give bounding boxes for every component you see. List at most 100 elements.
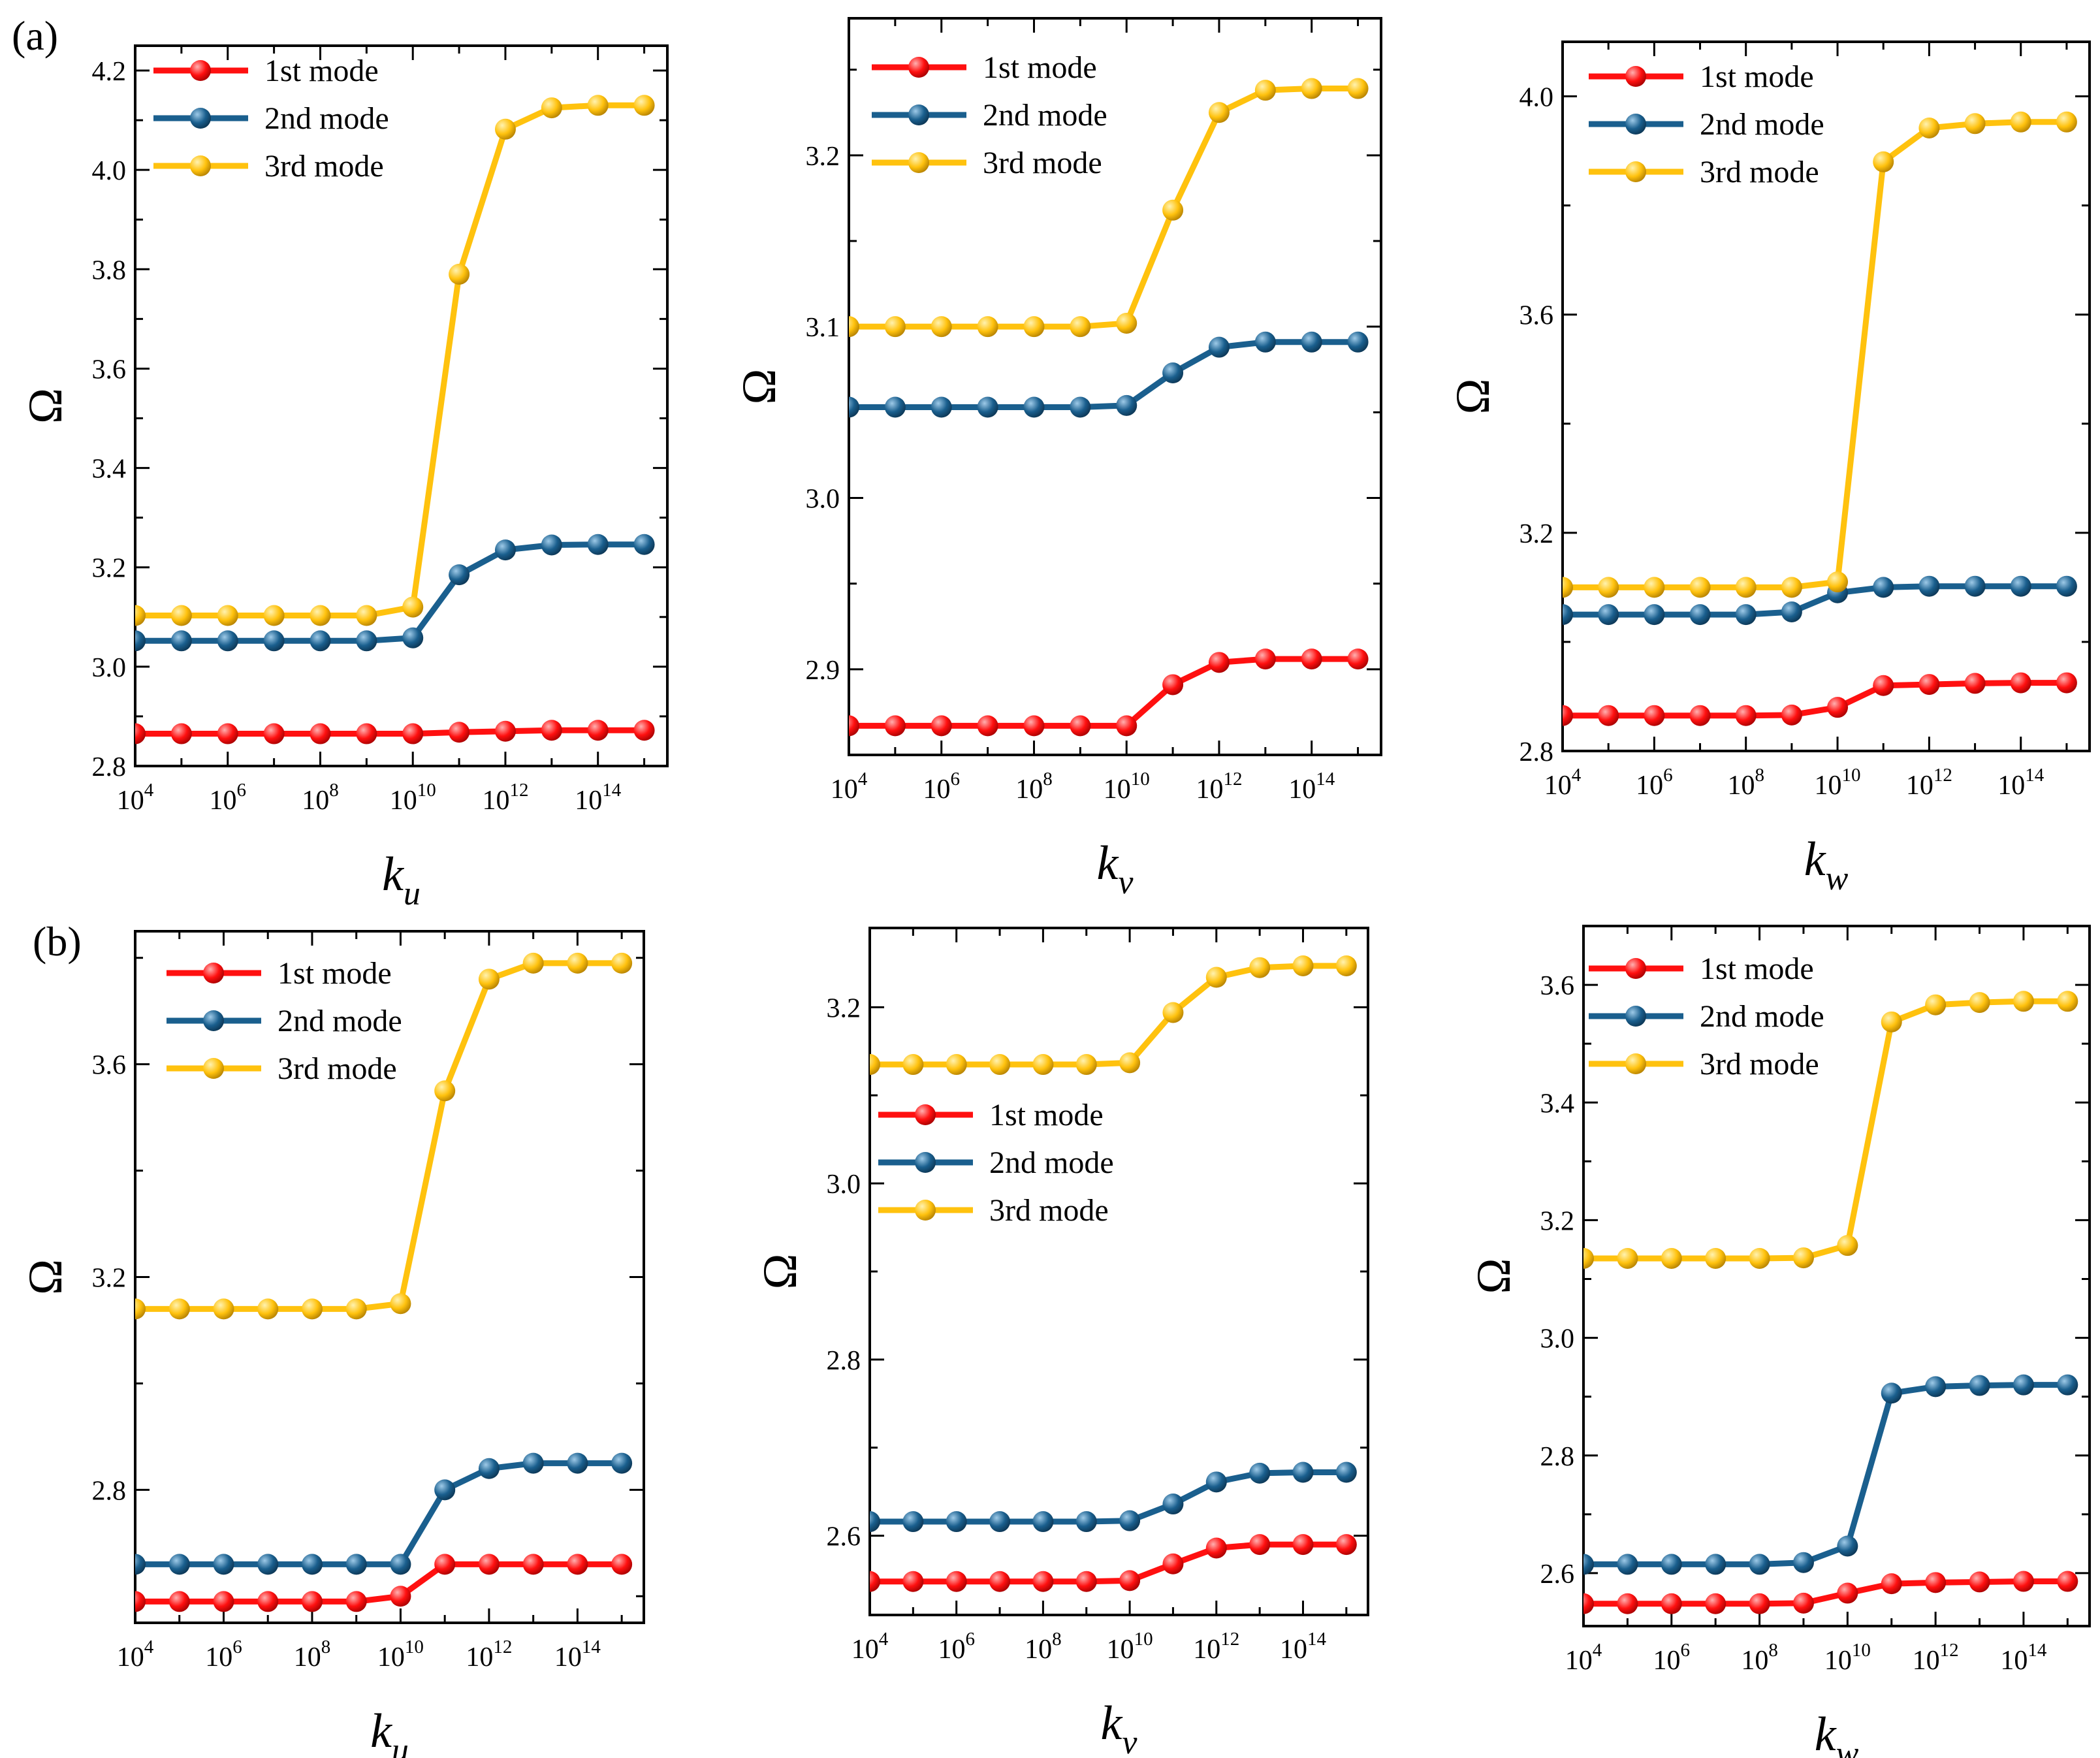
data-point bbox=[402, 627, 424, 648]
data-point bbox=[1292, 1534, 1314, 1556]
data-point bbox=[870, 1571, 880, 1592]
series-line-3rd-mode bbox=[135, 102, 644, 619]
chart-b-kw: 104 106 108 1010 1012 1014 2.6 2.8 3.0 3.2 3.4 3.6 k… bbox=[1467, 925, 2091, 1758]
legend: 1st mode 2nd mode 3rd mode bbox=[878, 1098, 1114, 1228]
data-point bbox=[587, 720, 609, 741]
series-line-1st-mode bbox=[1583, 1578, 2068, 1607]
x-axis-label: kv bbox=[1101, 1697, 1138, 1758]
data-point bbox=[494, 118, 516, 140]
y-tick-label: 3.8 bbox=[92, 255, 127, 285]
data-point bbox=[310, 630, 331, 652]
data-point bbox=[1881, 1382, 1902, 1404]
data-point bbox=[170, 605, 192, 626]
data-point bbox=[931, 715, 952, 737]
x-axis-label: kw bbox=[1804, 833, 1849, 897]
x-tick-label: 1010 bbox=[1104, 769, 1150, 805]
data-point bbox=[1301, 78, 1322, 99]
x-tick-label: 104 bbox=[831, 769, 868, 805]
legend-label: 1st mode bbox=[989, 1098, 1104, 1132]
data-point bbox=[2056, 672, 2077, 694]
y-tick-label: 3.0 bbox=[92, 653, 127, 683]
legend-label: 1st mode bbox=[278, 956, 392, 991]
data-point bbox=[884, 396, 906, 418]
data-point bbox=[541, 720, 562, 741]
y-axis-label: Ω bbox=[1446, 379, 1500, 415]
legend-label: 1st mode bbox=[1700, 951, 1814, 986]
data-point bbox=[1617, 1593, 1638, 1614]
data-point bbox=[1661, 1247, 1682, 1269]
data-point bbox=[849, 715, 859, 737]
data-point bbox=[1598, 577, 1619, 598]
data-point bbox=[1964, 575, 1986, 597]
y-tick-label: 3.0 bbox=[806, 485, 840, 515]
data-point bbox=[1162, 1553, 1184, 1574]
legend-label: 3rd mode bbox=[278, 1051, 397, 1086]
data-point bbox=[522, 952, 544, 974]
data-point bbox=[541, 534, 562, 556]
y-tick-label: 3.2 bbox=[1519, 519, 1554, 549]
legend-label: 3rd mode bbox=[264, 149, 384, 184]
data-point bbox=[217, 630, 238, 652]
x-tick-label: 108 bbox=[294, 1637, 331, 1672]
data-point bbox=[1781, 577, 1802, 598]
data-point bbox=[1335, 955, 1357, 976]
legend-marker bbox=[908, 152, 929, 173]
data-point bbox=[1749, 1593, 1770, 1614]
data-point bbox=[449, 722, 470, 743]
legend-marker bbox=[203, 1058, 224, 1079]
data-point bbox=[884, 316, 906, 338]
data-point bbox=[263, 723, 285, 744]
data-point bbox=[633, 534, 655, 555]
y-tick-label: 3.6 bbox=[92, 355, 127, 385]
chart-a-kw: 104 106 108 1010 1012 1014 2.8 3.2 3.6 4.0 kw Ω 1st … bbox=[1446, 40, 2091, 897]
y-tick-label: 4.0 bbox=[92, 156, 127, 186]
data-point bbox=[611, 1452, 633, 1474]
data-point bbox=[170, 630, 192, 652]
legend-label: 1st mode bbox=[983, 50, 1097, 85]
data-point bbox=[301, 1591, 323, 1612]
data-point bbox=[2057, 991, 2078, 1012]
data-point bbox=[1583, 1593, 1594, 1614]
legend-marker bbox=[915, 1104, 936, 1125]
data-point bbox=[1735, 604, 1757, 626]
data-point bbox=[1644, 705, 1665, 726]
legend-label: 3rd mode bbox=[983, 146, 1102, 180]
series-line-2nd-mode bbox=[135, 1460, 622, 1567]
data-point bbox=[135, 605, 146, 626]
data-point bbox=[1032, 1571, 1054, 1592]
data-point bbox=[946, 1054, 967, 1076]
y-tick-label: 2.8 bbox=[1519, 737, 1554, 767]
x-tick-label: 1012 bbox=[1196, 769, 1242, 805]
legend-marker bbox=[908, 57, 929, 78]
data-point bbox=[1873, 151, 1894, 172]
data-point bbox=[1837, 1582, 1858, 1604]
data-point bbox=[931, 316, 952, 338]
data-point bbox=[1119, 1570, 1141, 1591]
y-tick-label: 3.6 bbox=[92, 1051, 127, 1081]
data-point bbox=[1563, 705, 1573, 726]
y-tick-label: 3.6 bbox=[1540, 971, 1575, 1001]
data-point bbox=[1205, 1537, 1227, 1559]
data-point bbox=[1070, 715, 1091, 737]
data-point bbox=[567, 952, 588, 974]
data-point bbox=[1208, 102, 1230, 123]
series-line-3rd-mode bbox=[870, 963, 1346, 1068]
data-point bbox=[884, 715, 906, 737]
data-point bbox=[1023, 396, 1045, 418]
data-point bbox=[1837, 1235, 1858, 1256]
x-tick-label: 106 bbox=[209, 780, 246, 816]
data-point bbox=[2010, 672, 2031, 694]
data-point bbox=[257, 1554, 279, 1575]
legend-marker bbox=[1625, 114, 1646, 135]
data-point bbox=[217, 723, 238, 744]
data-point bbox=[449, 564, 470, 586]
data-point bbox=[1032, 1054, 1054, 1076]
x-tick-label: 104 bbox=[117, 780, 154, 816]
data-point bbox=[541, 97, 562, 119]
data-point bbox=[135, 723, 146, 744]
data-point bbox=[263, 605, 285, 626]
data-point bbox=[2013, 1374, 2034, 1396]
data-point bbox=[170, 723, 192, 744]
legend-marker bbox=[1625, 66, 1646, 87]
y-tick-label: 3.0 bbox=[827, 1170, 861, 1200]
